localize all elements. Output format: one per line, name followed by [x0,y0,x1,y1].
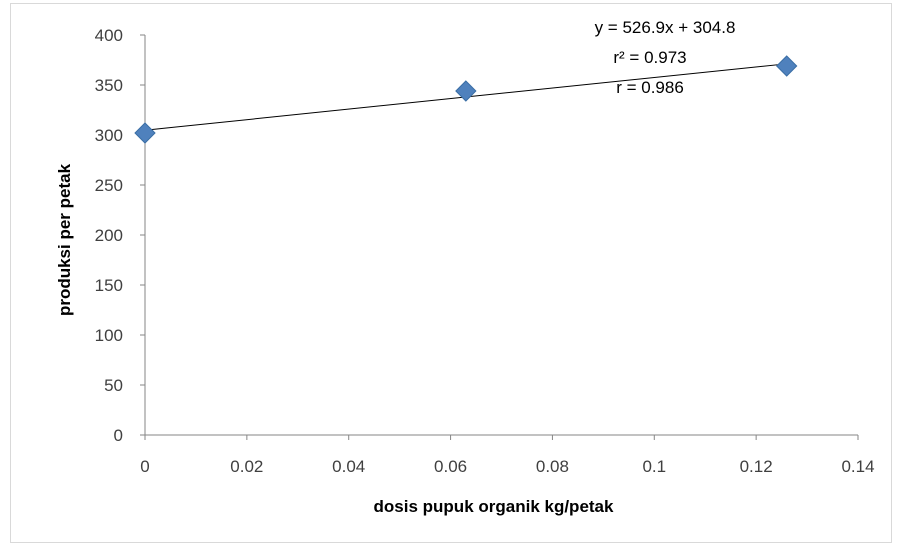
y-tick-label: 50 [104,376,123,395]
x-tick-label: 0.08 [536,457,569,476]
x-axis-title: dosis pupuk organik kg/petak [374,497,614,516]
y-tick-label: 250 [95,176,123,195]
x-tick-label: 0.14 [841,457,874,476]
regression-annotation: y = 526.9x + 304.8 [595,18,736,37]
y-tick-label: 100 [95,326,123,345]
x-tick-label: 0.02 [230,457,263,476]
y-tick-label: 150 [95,276,123,295]
x-tick-label: 0.04 [332,457,365,476]
y-tick-label: 0 [114,426,123,445]
x-tick-label: 0 [140,457,149,476]
x-tick-label: 0.1 [642,457,666,476]
tick-labels: 0 50 100 150 200 250 300 350 400 0 0.02 0.04 0.06 0.0… [95,26,875,476]
annotations: y = 526.9x + 304.8 r² = 0.973 r = 0.986 [595,18,736,97]
x-tick-label: 0.12 [740,457,773,476]
y-tick-label: 350 [95,76,123,95]
regression-annotation: r = 0.986 [616,78,684,97]
data-point [775,55,798,77]
chart-frame [10,3,892,543]
data-points [134,55,798,144]
y-axis-title: produksi per petak [55,163,74,316]
data-point [134,122,156,144]
axes [140,34,859,440]
regression-annotation: r² = 0.973 [613,48,686,67]
y-tick-label: 300 [95,126,123,145]
y-tick-label: 400 [95,26,123,45]
x-tick-label: 0.06 [434,457,467,476]
data-point [455,80,477,102]
y-tick-label: 200 [95,226,123,245]
